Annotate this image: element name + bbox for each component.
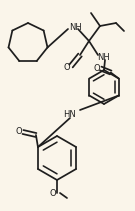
Text: O: O <box>50 189 56 199</box>
Text: NH: NH <box>97 53 109 61</box>
Text: O: O <box>64 62 70 72</box>
Text: HN: HN <box>64 110 76 119</box>
Text: O: O <box>16 127 22 137</box>
Text: O: O <box>93 64 100 73</box>
Text: NH: NH <box>69 23 81 31</box>
